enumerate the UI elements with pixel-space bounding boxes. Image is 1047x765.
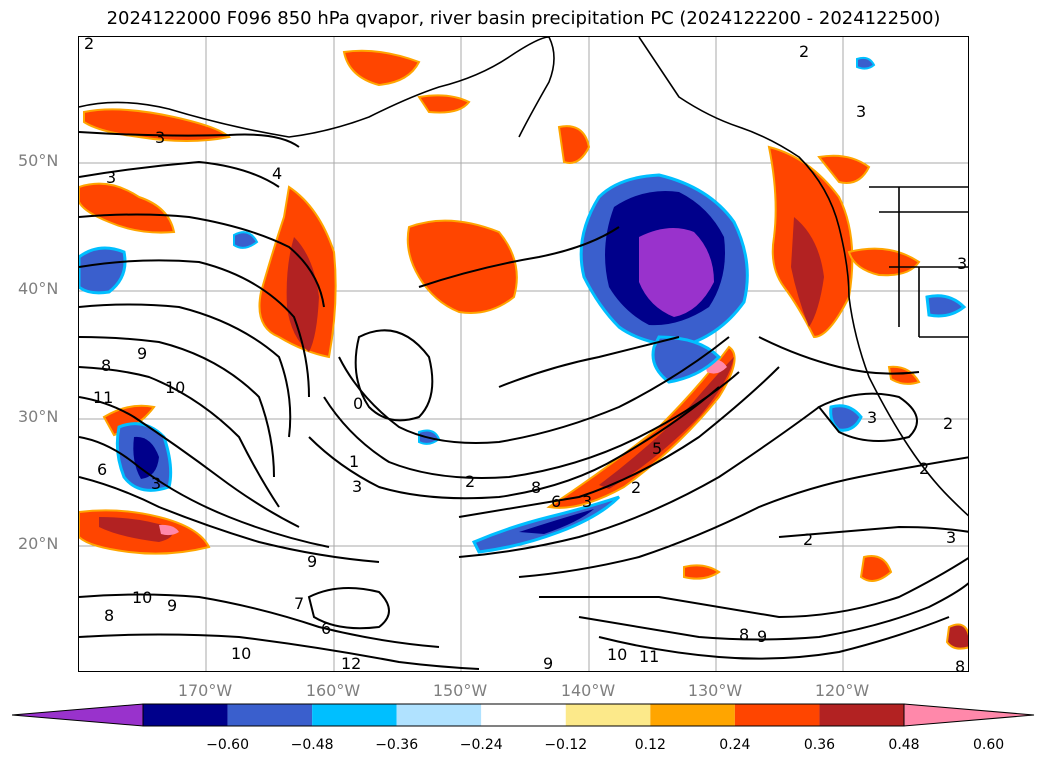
colorbar-segment <box>143 704 228 726</box>
contour-label: 2 <box>631 478 641 497</box>
lat-label-20n: 20°N <box>18 534 59 553</box>
qvapor-contours <box>79 131 968 670</box>
lon-label-130w: 130°W <box>687 681 743 700</box>
contour-label: 3 <box>106 168 116 187</box>
colorbar-tick-label: −0.60 <box>206 737 249 753</box>
lat-label-40n: 40°N <box>18 279 59 298</box>
contour-label: 9 <box>167 596 177 615</box>
contour-label: 11 <box>93 388 113 407</box>
contour-label: 2 <box>943 414 953 433</box>
colorbar-tick-label: 0.36 <box>803 737 836 753</box>
contour-label: 10 <box>231 644 251 663</box>
map-title: 2024122000 F096 850 hPa qvapor, river ba… <box>106 8 941 29</box>
colorbar-tick-label: −0.48 <box>290 737 334 753</box>
contour-label: 3 <box>946 528 956 547</box>
contour-label: 3 <box>352 477 362 496</box>
contour-label: 9 <box>137 344 147 363</box>
contour-label: 2 <box>803 530 813 549</box>
colorbar-tick-label: 0.48 <box>888 737 920 753</box>
map-canvas: 2 3 3 4 3 8 9 11 10 6 3 0 1 3 2 8 6 3 5 … <box>79 37 968 672</box>
contour-label: 2 <box>84 37 94 53</box>
contour-label: 7 <box>294 594 304 613</box>
lat-label-50n: 50°N <box>18 151 59 170</box>
contour-label: 2 <box>919 459 929 478</box>
colorbar-segment <box>734 704 820 726</box>
contour-label: 8 <box>955 657 965 672</box>
contour-label: 2 <box>799 42 809 61</box>
contour-label: 6 <box>97 460 107 479</box>
contour-label: 9 <box>543 654 553 672</box>
contour-label: 8 <box>101 356 111 375</box>
contour-label: 9 <box>307 552 317 571</box>
contour-label: 6 <box>321 619 331 638</box>
contour-label: 8 <box>739 625 749 644</box>
colorbar <box>12 703 1035 727</box>
contour-label: 3 <box>867 408 877 427</box>
colorbar-tick-label: −0.12 <box>544 737 588 753</box>
contour-label: 11 <box>639 647 659 666</box>
contour-label: 3 <box>155 128 165 147</box>
contour-label: 0 <box>353 394 363 413</box>
precip-negative-fills <box>79 56 967 554</box>
colorbar-tick-label: 0.60 <box>972 737 1005 753</box>
colorbar-tick-label: 0.24 <box>719 737 751 753</box>
colorbar-segment <box>396 704 482 726</box>
colorbar-segment <box>819 704 904 726</box>
contour-label: 5 <box>652 439 662 458</box>
contour-label: 10 <box>132 588 152 607</box>
contour-label: 6 <box>551 492 561 511</box>
colorbar-segment <box>481 704 566 726</box>
colorbar-segment <box>565 704 651 726</box>
contour-label: 2 <box>465 472 475 491</box>
colorbar-tick-label: −0.24 <box>459 737 503 753</box>
contour-label: 3 <box>582 492 592 511</box>
colorbar-segments <box>12 703 1035 727</box>
contour-labels: 2 3 3 4 3 8 9 11 10 6 3 0 1 3 2 8 6 3 5 … <box>84 37 967 672</box>
colorbar-segment <box>227 704 313 726</box>
lon-label-160w: 160°W <box>305 681 361 700</box>
contour-label: 1 <box>349 452 359 471</box>
colorbar-segment <box>312 704 397 726</box>
precip-positive-fills <box>79 49 968 650</box>
contour-label: 10 <box>607 645 627 664</box>
contour-label: 12 <box>341 654 361 672</box>
lat-label-30n: 30°N <box>18 407 59 426</box>
lon-label-140w: 140°W <box>560 681 616 700</box>
colorbar-extend-max <box>903 703 1035 727</box>
colorbar-tick-label: −0.36 <box>375 737 419 753</box>
lon-label-170w: 170°W <box>177 681 233 700</box>
lon-label-150w: 150°W <box>432 681 488 700</box>
map-panel: 2 3 3 4 3 8 9 11 10 6 3 0 1 3 2 8 6 3 5 … <box>78 36 969 672</box>
colorbar-extend-min <box>12 703 144 727</box>
contour-label: 10 <box>165 378 185 397</box>
contour-label: 8 <box>104 606 114 625</box>
colorbar-tick-label: 0.12 <box>634 737 666 753</box>
contour-label: 8 <box>531 478 541 497</box>
colorbar-border <box>142 703 905 727</box>
contour-label: 9 <box>757 627 767 646</box>
contour-label: 4 <box>272 164 282 183</box>
lon-label-120w: 120°W <box>814 681 870 700</box>
colorbar-segment <box>650 704 735 726</box>
contour-label: 3 <box>957 254 967 273</box>
contour-label: 3 <box>151 474 161 493</box>
contour-label: 3 <box>856 102 866 121</box>
coastlines <box>79 37 968 517</box>
